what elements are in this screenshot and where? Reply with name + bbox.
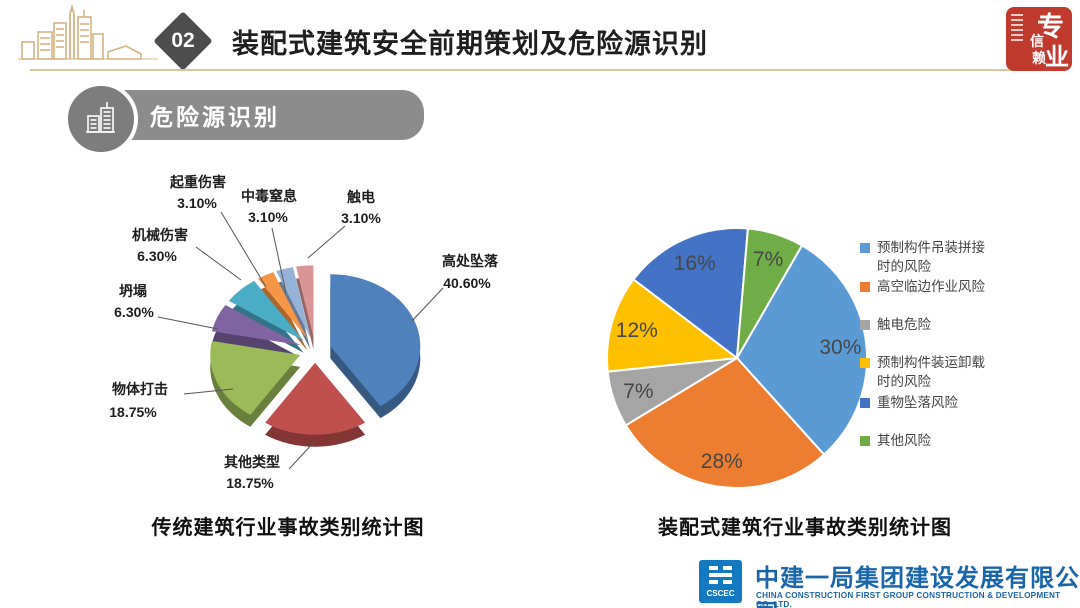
legend-item: 触电危险 — [860, 315, 931, 334]
callout-line — [288, 440, 316, 470]
legend-swatch — [860, 398, 870, 408]
right-pie-slice — [624, 356, 826, 489]
left-pie-slice — [210, 341, 301, 415]
slice-label: 机械伤害 — [132, 227, 188, 243]
section-banner-label: 危险源识别 — [150, 104, 280, 130]
right-chart-title: 装配式建筑行业事故类别统计图 — [658, 517, 952, 539]
seal-char: 信 — [1030, 35, 1044, 50]
legend-swatch — [860, 358, 870, 368]
callout-line — [195, 246, 242, 281]
legend-item: 其他风险 — [860, 431, 931, 450]
slice-percent: 16% — [674, 252, 716, 275]
legend-swatch — [860, 320, 870, 330]
legend-swatch — [860, 243, 870, 253]
slice-label: 中毒窒息 — [241, 188, 297, 204]
slice-percent: 3.10% — [341, 210, 381, 226]
callout-line — [411, 287, 444, 322]
header-divider — [30, 69, 1050, 71]
slice-percent: 6.30% — [137, 248, 177, 264]
seal-char: 专 — [1037, 12, 1064, 42]
legend-label: 重物坠落风险 — [877, 395, 958, 410]
left-pie-slice — [265, 362, 366, 435]
slice-label: 触电 — [346, 189, 375, 205]
right-pie-slice — [606, 277, 740, 373]
callout-line — [183, 388, 234, 395]
slice-label: 起重伤害 — [169, 174, 226, 190]
slice-percent: 40.60% — [443, 275, 491, 291]
slice-label: 其他类型 — [224, 454, 280, 470]
left-pie-slice — [228, 280, 304, 341]
buildings-icon — [86, 102, 115, 133]
seal-char: 赖 — [1032, 52, 1046, 67]
seal-stamp: 专 业 信 赖 — [1006, 7, 1072, 71]
left-pie-slice — [296, 265, 314, 338]
callout-line — [271, 227, 287, 294]
slice-percent: 3.10% — [177, 195, 217, 211]
legend-item: 预制构件吊装拼接 时的风险 — [860, 238, 985, 276]
legend-label: 触电危险 — [877, 317, 931, 332]
legend-item: 重物坠落风险 — [860, 393, 958, 412]
company-name-en: CHINA CONSTRUCTION FIRST GROUP CONSTRUCT… — [756, 591, 1061, 608]
legend-item: 预制构件装运卸载 时的风险 — [860, 353, 985, 391]
left-pie-slice — [257, 272, 308, 339]
slice-percent: 7% — [753, 248, 783, 271]
company-name-cn: 中建一局集团建设发展有限公司 — [755, 565, 1080, 608]
cscec-logo: CSCEC — [699, 560, 742, 603]
slice-percent: 7% — [623, 380, 653, 403]
slice-label: 高处坠落 — [442, 253, 499, 269]
slice-percent: 18.75% — [226, 475, 274, 491]
seal-char: 业 — [1045, 45, 1069, 71]
left-chart-title: 传统建筑行业事故类别统计图 — [151, 517, 425, 539]
legend-swatch — [860, 282, 870, 292]
legend-item: 高空临边作业风险 — [860, 277, 985, 296]
slice-percent: 28% — [701, 450, 743, 473]
slice-percent: 18.75% — [109, 404, 157, 420]
slice-percent: 12% — [616, 319, 658, 342]
callout-line — [220, 211, 267, 288]
legend-label: 预制构件吊装拼接 时的风险 — [877, 240, 985, 274]
right-chart-legend: 预制构件吊装拼接 时的风险高空临边作业风险 触电危险预制构件装运卸载 时的风险重物坠落… — [860, 0, 1070, 608]
page-title: 装配式建筑安全前期策划及危险源识别 — [232, 29, 708, 59]
section-number: 02 — [171, 29, 195, 52]
legend-label: 高空临边作业风险 — [877, 279, 985, 294]
slice-label: 物体打击 — [112, 381, 168, 397]
slice-percent: 6.30% — [114, 304, 154, 320]
callout-line — [157, 316, 219, 330]
slice-label: 坍塌 — [119, 283, 147, 299]
section-banner — [112, 90, 424, 140]
cscec-logo-text: CSCEC — [706, 589, 734, 598]
right-pie-slice — [735, 244, 868, 457]
legend-swatch — [860, 436, 870, 446]
legend-label: 预制构件装运卸载 时的风险 — [877, 355, 985, 389]
left-pie-slice — [330, 274, 421, 407]
left-pie-slice — [211, 305, 301, 346]
right-pie-slice — [632, 227, 749, 360]
slice-percent: 3.10% — [248, 209, 288, 225]
slice-percent: 30% — [819, 336, 861, 359]
right-pie-slice — [736, 227, 804, 359]
section-banner-badge — [64, 82, 138, 156]
callout-line — [307, 225, 346, 259]
seal-small-script — [1011, 14, 1023, 44]
skyline-decoration-icon — [18, 4, 158, 60]
legend-label: 其他风险 — [877, 433, 931, 448]
